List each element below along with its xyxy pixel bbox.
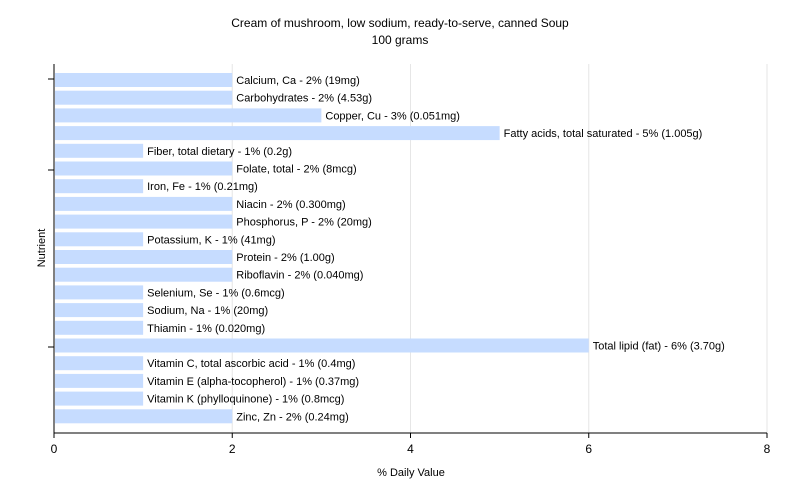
x-tick-label: 6 [585, 442, 592, 456]
bar [55, 73, 233, 87]
bar-label: Carbohydrates - 2% (4.53g) [236, 93, 372, 105]
bar [55, 409, 233, 424]
bar [55, 161, 233, 176]
bar-label: Potassium, K - 1% (41mg) [147, 234, 275, 246]
bar-label: Protein - 2% (1.00g) [236, 252, 334, 264]
grid-lines [231, 64, 768, 433]
bar-label: Iron, Fe - 1% (0.21mg) [147, 181, 258, 193]
x-tick-label: 2 [229, 442, 236, 456]
bar [55, 108, 322, 123]
chart-subtitle: 100 grams [372, 33, 429, 47]
bar [55, 196, 233, 211]
x-axis-label: % Daily Value [377, 467, 445, 479]
bar [55, 320, 144, 335]
bar [55, 373, 144, 388]
bar [55, 250, 233, 264]
bar-label: Riboflavin - 2% (0.040mg) [236, 270, 363, 282]
bar-label: Copper, Cu - 3% (0.051mg) [325, 110, 460, 122]
bar-label: Sodium, Na - 1% (20mg) [147, 305, 268, 317]
x-tick-label: 0 [51, 442, 58, 456]
bar-label: Calcium, Ca - 2% (19mg) [236, 75, 359, 87]
x-ticks: 0 2 4 6 8 [51, 433, 771, 456]
bar-label: Zinc, Zn - 2% (0.24mg) [236, 411, 348, 423]
bar [55, 143, 144, 158]
y-axis-label: Nutrient [36, 229, 48, 268]
bar [55, 126, 500, 141]
bar-label: Vitamin K (phylloquinone) - 1% (0.8mcg) [147, 394, 344, 406]
bar [55, 214, 233, 229]
x-tick-label: 8 [764, 442, 771, 456]
bar [55, 179, 144, 194]
bar [55, 267, 233, 282]
bars: Calcium, Ca - 2% (19mg) Carbohydrates - 2… [55, 73, 725, 424]
chart-title: Cream of mushroom, low sodium, ready-to-… [231, 16, 569, 30]
bar-label: Vitamin C, total ascorbic acid - 1% (0.4… [147, 358, 355, 370]
bar [55, 90, 233, 105]
bar [55, 338, 589, 353]
bar-label: Thiamin - 1% (0.020mg) [147, 323, 265, 335]
bar-label: Fiber, total dietary - 1% (0.2g) [147, 146, 292, 158]
bar [55, 303, 144, 318]
bar [55, 356, 144, 371]
bar-label: Total lipid (fat) - 6% (3.70g) [593, 341, 725, 353]
bar-label: Fatty acids, total saturated - 5% (1.005… [504, 128, 703, 140]
bar [55, 285, 144, 300]
bar-label: Vitamin E (alpha-tocopherol) - 1% (0.37m… [147, 376, 359, 388]
bar-label: Selenium, Se - 1% (0.6mcg) [147, 287, 285, 299]
bar [55, 391, 144, 406]
bar-label: Folate, total - 2% (8mcg) [236, 164, 356, 176]
bar [55, 232, 144, 247]
bar-label: Niacin - 2% (0.300mg) [236, 199, 345, 211]
x-tick-label: 4 [407, 442, 414, 456]
bar-label: Phosphorus, P - 2% (20mg) [236, 217, 372, 229]
